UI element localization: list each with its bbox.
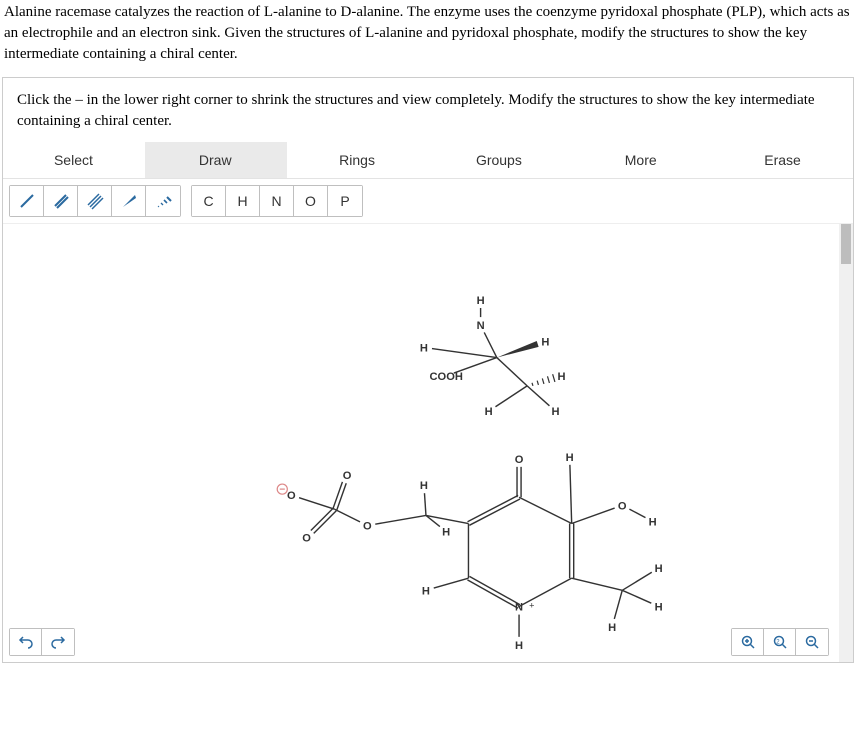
- atom-h-button[interactable]: H: [226, 186, 260, 216]
- svg-text:O: O: [363, 521, 372, 533]
- redo-button[interactable]: [42, 629, 74, 655]
- single-bond-tool[interactable]: [10, 186, 44, 216]
- svg-text:H: H: [566, 452, 574, 464]
- zoom-reset-button[interactable]: 2: [764, 629, 796, 655]
- canvas-bottom-controls: 2: [3, 628, 839, 658]
- svg-text:H: H: [420, 342, 428, 354]
- svg-text:H: H: [655, 563, 663, 575]
- svg-text:O: O: [618, 500, 627, 512]
- tab-groups[interactable]: Groups: [428, 142, 570, 178]
- drawing-canvas-wrap: HNHCOOHHHHHOOOOHHOHOHNHHHHH+ 2: [3, 224, 853, 662]
- tab-select[interactable]: Select: [3, 142, 145, 178]
- svg-text:+: +: [529, 601, 534, 611]
- svg-text:H: H: [649, 517, 657, 529]
- tab-draw[interactable]: Draw: [145, 142, 287, 178]
- svg-text:H: H: [558, 371, 566, 383]
- question-paragraph: Alanine racemase catalyzes the reaction …: [0, 0, 856, 77]
- svg-text:H: H: [541, 336, 549, 348]
- undo-button[interactable]: [10, 629, 42, 655]
- wedge-bond-tool[interactable]: [112, 186, 146, 216]
- editor-panel: Click the – in the lower right corner to…: [2, 77, 854, 663]
- atom-o-button[interactable]: O: [294, 186, 328, 216]
- svg-text:H: H: [442, 527, 450, 539]
- atom-p-button[interactable]: P: [328, 186, 362, 216]
- svg-text:N: N: [477, 320, 485, 332]
- svg-text:O: O: [287, 490, 296, 502]
- svg-text:O: O: [302, 533, 311, 545]
- dash-wedge-bond-tool[interactable]: [146, 186, 180, 216]
- molecule-canvas[interactable]: HNHCOOHHHHHOOOOHHOHOHNHHHHH+: [3, 224, 853, 667]
- svg-text:O: O: [343, 470, 352, 482]
- svg-text:H: H: [477, 295, 485, 307]
- tab-erase[interactable]: Erase: [712, 142, 853, 178]
- atom-c-button[interactable]: C: [192, 186, 226, 216]
- atom-tool-group: C H N O P: [191, 185, 363, 217]
- bond-tool-group: [9, 185, 181, 217]
- svg-text:O: O: [515, 454, 524, 466]
- zoom-group: 2: [731, 628, 829, 656]
- svg-text:H: H: [551, 406, 559, 418]
- svg-text:COOH: COOH: [430, 371, 463, 383]
- svg-text:H: H: [485, 406, 493, 418]
- panel-instruction: Click the – in the lower right corner to…: [3, 78, 853, 142]
- zoom-in-button[interactable]: [732, 629, 764, 655]
- svg-text:N: N: [515, 602, 523, 614]
- draw-toolbar: C H N O P: [3, 179, 853, 224]
- tool-tabbar: Select Draw Rings Groups More Erase: [3, 142, 853, 179]
- atom-n-button[interactable]: N: [260, 186, 294, 216]
- undo-redo-group: [9, 628, 75, 656]
- svg-text:H: H: [420, 480, 428, 492]
- canvas-vscroll[interactable]: [839, 224, 853, 662]
- svg-text:H: H: [422, 585, 430, 597]
- tab-more[interactable]: More: [570, 142, 712, 178]
- triple-bond-tool[interactable]: [78, 186, 112, 216]
- svg-text:H: H: [655, 602, 663, 614]
- tab-rings[interactable]: Rings: [287, 142, 429, 178]
- canvas-vscroll-thumb[interactable]: [841, 224, 851, 264]
- double-bond-tool[interactable]: [44, 186, 78, 216]
- svg-text:2: 2: [776, 640, 780, 646]
- zoom-out-button[interactable]: [796, 629, 828, 655]
